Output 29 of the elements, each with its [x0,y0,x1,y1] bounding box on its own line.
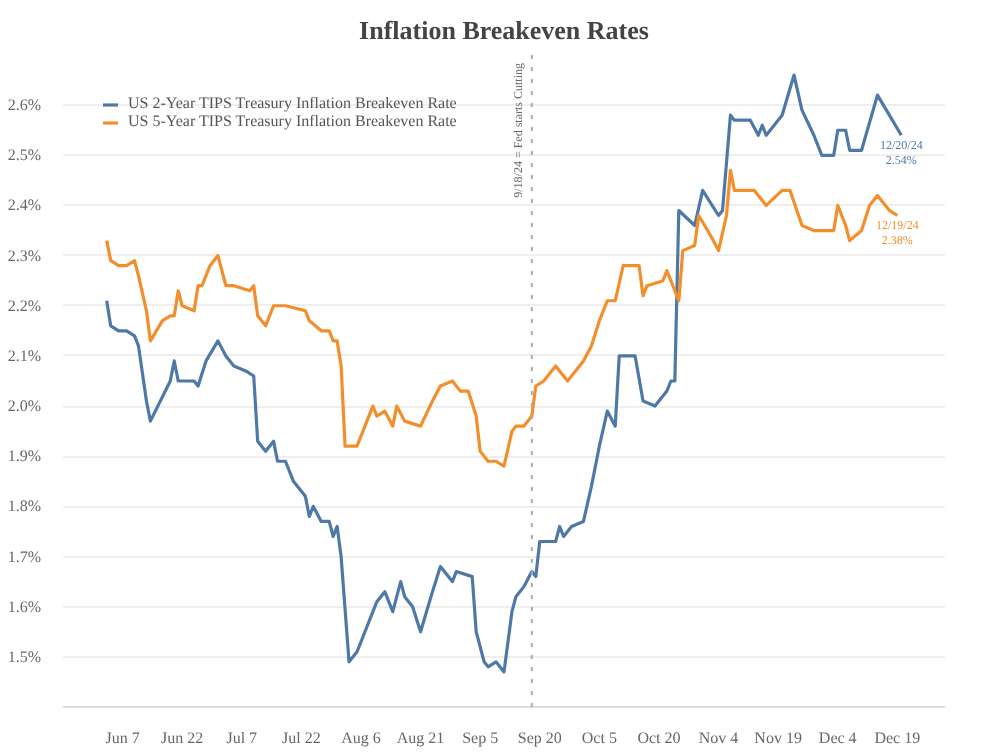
x-tick-label: Aug 21 [396,729,445,747]
y-tick-label: 2.4% [7,196,42,215]
x-tick-label: Jul 7 [226,729,258,747]
y-tick-label: 2.5% [7,146,42,165]
y-tick-label: 2.2% [7,296,42,315]
x-tick-label: Nov 4 [698,729,739,747]
x-tick-label: Sep 20 [517,729,562,747]
y-tick-label: 2.3% [7,246,42,265]
x-tick-label: Jul 22 [282,729,321,747]
legend-label: US 2-Year TIPS Treasury Inflation Breakeven Rate [128,94,457,112]
y-tick-label: 2.6% [7,96,42,115]
y-tick-label: 1.7% [7,547,42,566]
x-tick-label: Jun 7 [105,729,140,747]
y-tick-label: 1.9% [7,447,42,466]
x-tick-label: Dec 4 [818,729,857,747]
legend-label: US 5-Year TIPS Treasury Inflation Breakeven Rate [128,112,457,130]
x-tick-label: Oct 5 [581,729,617,747]
y-tick-label: 2.0% [7,397,42,416]
y-tick-label: 1.5% [7,647,42,666]
y-tick-label: 2.1% [7,346,42,365]
y-tick-label: 1.6% [7,597,42,616]
x-tick-label: Jun 22 [161,729,204,747]
x-tick-label: Aug 6 [341,729,381,747]
x-tick-label: Sep 5 [462,729,499,747]
x-tick-label: Oct 20 [637,729,681,747]
x-tick-label: Dec 19 [874,729,921,747]
chart-title: Inflation Breakeven Rates [359,15,649,45]
x-tick-label: Nov 19 [754,729,802,747]
y-tick-label: 1.8% [7,497,42,516]
